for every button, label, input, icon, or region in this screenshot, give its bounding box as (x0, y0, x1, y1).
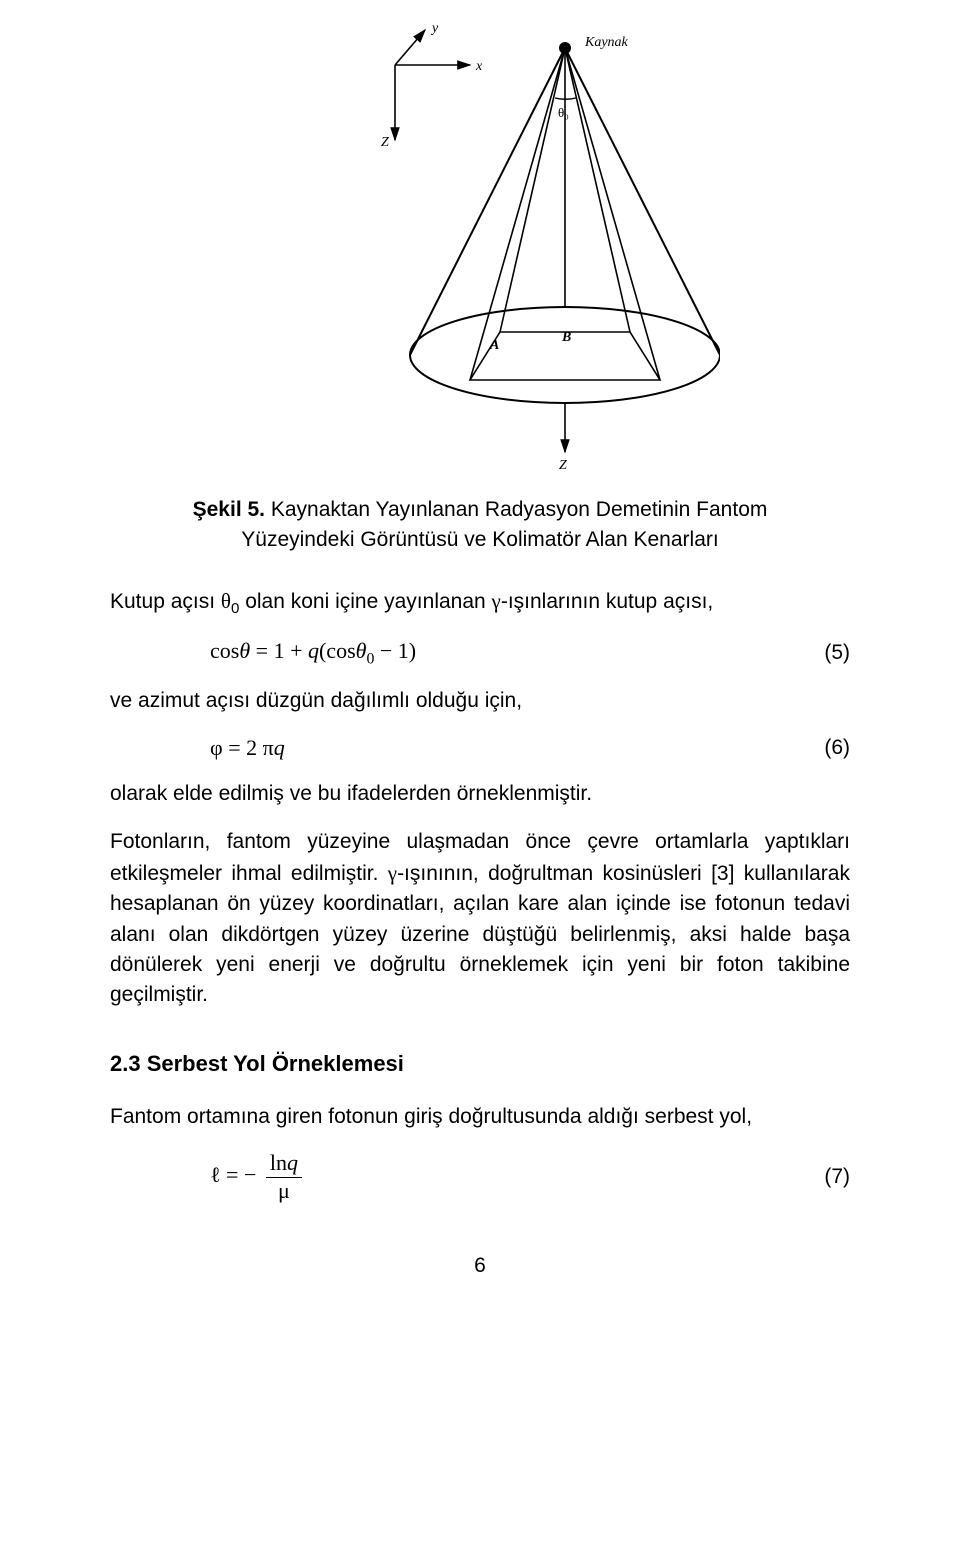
point-b-label: B (561, 330, 571, 345)
angle-label: θ₀ (558, 105, 569, 120)
figure-5: y x Z Kaynak Z θ₀ (160, 20, 900, 470)
point-a-label: A (489, 338, 499, 353)
eq7-content: ℓ = − lnlnqqμ (110, 1150, 800, 1204)
equation-6: φ = 2 πq (6) (110, 735, 850, 761)
para-2: ve azimut açısı düzgün dağılımlı olduğu … (110, 686, 850, 716)
figure-caption: Şekil 5. Kaynaktan Yayınlanan Radyasyon … (110, 495, 850, 556)
para-3: olarak elde edilmiş ve bu ifadelerden ör… (110, 779, 850, 809)
cone-diagram: y x Z Kaynak Z θ₀ (340, 20, 720, 470)
heading-2-3: 2.3 Serbest Yol Örneklemesi (110, 1051, 850, 1077)
eq5-number: (5) (800, 641, 850, 665)
eq7-number: (7) (800, 1165, 850, 1189)
axis-y-label: y (430, 21, 439, 36)
axis-z-lower-label: Z (559, 458, 567, 470)
para-4: Fotonların, fantom yüzeyine ulaşmadan ön… (110, 827, 850, 1011)
para-5: Fantom ortamına giren fotonun giriş doğr… (110, 1102, 850, 1132)
eq6-content: φ = 2 πq (110, 735, 800, 761)
axis-z-upper-label: Z (381, 135, 389, 150)
equation-5: cosθ = 1 + q(cosθ0 − 1) (5) (110, 638, 850, 668)
source-label: Kaynak (584, 35, 629, 50)
para-1: Kutup açısı θ0 olan koni içine yayınlana… (110, 586, 850, 620)
caption-prefix: Şekil 5. (193, 498, 265, 521)
eq5-content: cosθ = 1 + q(cosθ0 − 1) (110, 638, 800, 668)
equation-7: ℓ = − lnlnqqμ (7) (110, 1150, 850, 1204)
page-number: 6 (110, 1254, 850, 1278)
caption-line1: Kaynaktan Yayınlanan Radyasyon Demetinin… (265, 498, 767, 521)
source-point: Kaynak (559, 35, 629, 54)
axes: y x Z (381, 21, 483, 150)
caption-line2: Yüzeyindeki Görüntüsü ve Kolimatör Alan … (241, 528, 718, 551)
eq6-number: (6) (800, 736, 850, 760)
axis-x-label: x (475, 59, 483, 74)
